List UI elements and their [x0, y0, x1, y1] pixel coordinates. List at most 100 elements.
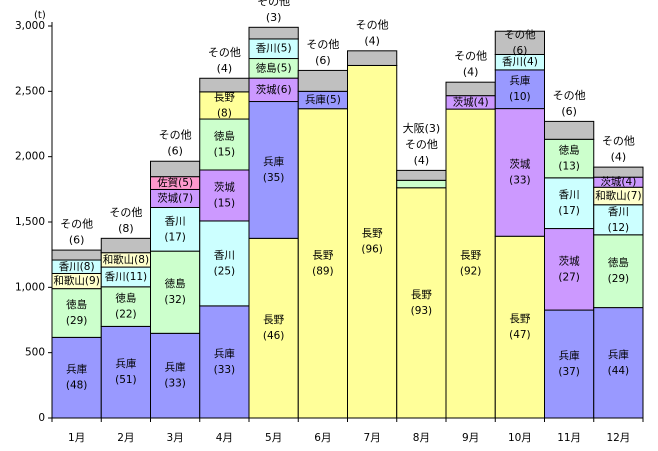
above-label-other: その他	[159, 129, 192, 142]
x-tick-label: 10月	[508, 432, 532, 444]
bar-segment-osaka	[396, 179, 447, 189]
y-tick-label: 2,500	[15, 85, 45, 97]
segment-label-tokushima: 徳島	[115, 292, 136, 305]
segment-label-wakayama: 和歌山(9)	[53, 274, 99, 287]
segment-label-hyogo: 兵庫	[165, 361, 186, 374]
above-label-other: その他	[257, 0, 290, 8]
x-tick-label: 5月	[265, 432, 282, 444]
x-tick-label: 9月	[462, 432, 479, 444]
bar-segment-nagano	[445, 108, 496, 419]
segment-label-ibaraki: 茨城(7)	[157, 191, 193, 204]
above-label-other: (4)	[414, 154, 430, 167]
above-label-other: その他	[602, 135, 635, 148]
segment-label-nagano: 長野	[214, 91, 235, 103]
segment-label-nagano: (92)	[460, 266, 482, 278]
segment-label-hyogo: (10)	[509, 91, 531, 103]
segment-label-nagano: (47)	[509, 329, 531, 341]
segment-label-nagano: 長野	[312, 249, 333, 261]
above-label-other: その他	[356, 18, 389, 31]
segment-label-nagano: (46)	[263, 330, 285, 342]
segment-label-nagano: (8)	[217, 107, 232, 119]
x-tick-label: 11月	[557, 432, 581, 444]
above-label-other: (4)	[463, 66, 479, 79]
segment-label-hyogo: 兵庫	[66, 363, 87, 376]
segment-label-nagano: (96)	[361, 244, 383, 256]
bar-segment-nagano	[347, 64, 398, 419]
segment-label-hyogo: 兵庫	[263, 155, 284, 168]
segment-label-hyogo: (35)	[263, 172, 285, 184]
segment-label-hyogo: 兵庫	[559, 349, 580, 362]
segment-label-hyogo: (51)	[115, 374, 137, 386]
segment-label-ibaraki: 茨城	[214, 180, 235, 193]
x-tick-label: 8月	[413, 432, 430, 444]
above-label-other: (6)	[315, 54, 331, 67]
above-label-other: (3)	[266, 11, 282, 24]
above-label-other: その他	[208, 46, 241, 59]
y-tick-label: 1,000	[15, 281, 45, 293]
x-tick-label: 3月	[167, 432, 184, 444]
segment-label-wakayama: 和歌山(7)	[595, 189, 641, 202]
bar-segment-other	[347, 50, 398, 66]
bar-segment-hyogo	[593, 307, 644, 419]
segment-label-tokushima: 徳島(5)	[256, 61, 292, 74]
segment-label-tokushima: 徳島	[66, 298, 87, 311]
segment-label-ibaraki: 茨城	[509, 157, 530, 170]
segment-label-ibaraki: 茨城	[559, 254, 580, 267]
segment-label-ibaraki: (33)	[509, 174, 531, 186]
segment-label-hyogo: (48)	[66, 380, 88, 392]
segment-label-hyogo: 兵庫	[214, 347, 235, 360]
segment-label-kagawa: (25)	[214, 265, 236, 277]
above-label-other: (6)	[69, 234, 85, 247]
bar-segment-ibaraki	[494, 108, 545, 237]
above-label-other: その他	[454, 50, 487, 63]
bar-segment-other	[297, 69, 348, 92]
x-tick-label: 7月	[364, 432, 381, 444]
bar-segment-hyogo	[248, 101, 299, 239]
segment-label-ibaraki: 茨城(4)	[453, 95, 489, 108]
bar-segment-hyogo	[544, 309, 595, 419]
bar-segment-nagano	[248, 237, 299, 419]
segment-label-saga: 佐賀(5)	[157, 176, 193, 189]
bar-segment-nagano	[396, 187, 447, 419]
segment-label-kagawa: 香川	[165, 215, 186, 227]
segment-label-nagano: (93)	[411, 305, 433, 317]
bar-segment-other	[199, 77, 250, 93]
segment-label-nagano: 長野	[509, 313, 530, 325]
above-label-other: その他	[60, 218, 93, 231]
segment-label-tokushima: 徳島	[214, 130, 235, 143]
segment-label-wakayama: 和歌山(8)	[103, 253, 149, 266]
y-tick-label: 2,000	[15, 151, 45, 163]
segment-label-other: (6)	[512, 45, 527, 57]
segment-label-tokushima: 徳島	[165, 277, 186, 290]
segment-label-nagano: 長野	[411, 289, 432, 301]
bar-segment-kagawa	[199, 220, 250, 307]
segment-label-tokushima: (15)	[214, 147, 236, 159]
segment-label-hyogo: (33)	[164, 378, 186, 390]
segment-label-nagano: 長野	[362, 228, 383, 240]
bar-segment-other	[445, 81, 496, 97]
bars-layer	[51, 26, 644, 419]
segment-label-hyogo: 兵庫	[509, 74, 530, 87]
above-label-other: その他	[109, 206, 142, 219]
bar-segment-other	[100, 237, 151, 254]
segment-label-other: その他	[504, 28, 536, 41]
segment-label-kagawa: (12)	[608, 222, 630, 234]
segment-label-ibaraki: 茨城(4)	[600, 175, 636, 188]
segment-label-kagawa: 香川	[559, 189, 580, 201]
bar-segment-other	[494, 30, 545, 55]
bar-segment-kagawa	[544, 177, 595, 230]
x-tick-label: 2月	[117, 432, 134, 444]
segment-label-kagawa: 香川(11)	[105, 271, 148, 283]
segment-label-hyogo: (37)	[558, 366, 580, 378]
segment-label-tokushima: (29)	[66, 315, 88, 327]
segment-label-nagano: (89)	[312, 265, 334, 277]
above-label-other: (4)	[364, 34, 380, 47]
segment-label-hyogo: 兵庫(5)	[305, 93, 341, 106]
segment-label-tokushima: (29)	[608, 273, 630, 285]
segment-label-tokushima: 徳島	[559, 144, 580, 157]
above-label-other: (8)	[118, 222, 134, 235]
axes-layer: 0 500 1,000 1,500 2,000 2,500 3,000 1月 2月 3月 4月 5月 6…	[15, 20, 644, 444]
bar-segment-tokushima	[51, 288, 102, 338]
bar-segment-other	[593, 166, 644, 178]
